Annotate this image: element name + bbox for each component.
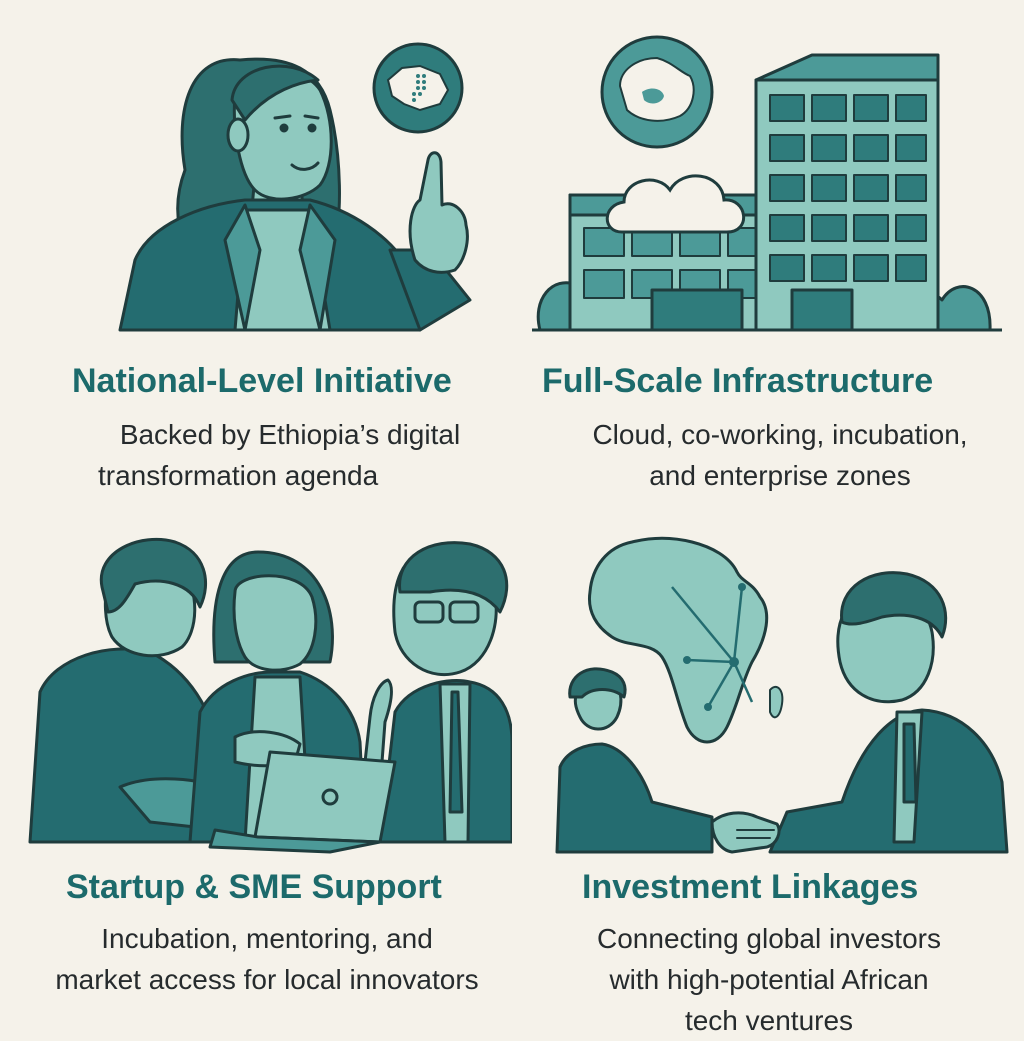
panel-title: Full-Scale Infrastructure: [542, 362, 934, 400]
desc-line: Cloud, co-working, incubation,: [592, 419, 968, 450]
panel-description: Connecting global investors with high-po…: [534, 918, 1004, 1041]
desc-line: transformation agenda: [98, 460, 379, 491]
desc-line: tech ventures: [684, 1005, 854, 1036]
desc-line: market access for local innovators: [55, 964, 479, 995]
team-meeting-icon: [28, 537, 512, 854]
panel-description: Cloud, co-working, incubation, and enter…: [550, 414, 1010, 496]
africa-map-icon: [587, 536, 784, 744]
panel-title: Startup & SME Support: [66, 868, 442, 906]
desc-line: and enterprise zones: [649, 460, 911, 491]
handshake-icon: [555, 536, 1009, 854]
panel-infrastructure: Full-Scale Infrastructure Cloud, co-work…: [512, 0, 1024, 512]
panel-title: Investment Linkages: [582, 868, 919, 906]
panel-description: Incubation, mentoring, and market access…: [22, 918, 512, 1000]
desc-line: Connecting global investors: [597, 923, 941, 954]
office-buildings-icon: [532, 35, 1002, 332]
laptop-icon: [208, 750, 397, 854]
panel-startup-support: Startup & SME Support Incubation, mentor…: [0, 512, 512, 1024]
panel-title: National-Level Initiative: [72, 362, 452, 400]
desc-line: Incubation, mentoring, and: [101, 923, 433, 954]
woman-presenter-icon: [118, 42, 472, 332]
cloud-icon: [605, 174, 745, 234]
desc-line: with high-potential African: [609, 964, 929, 995]
panel-investment-linkages: Investment Linkages Connecting global in…: [512, 512, 1024, 1036]
ethiopia-map-icon: [600, 35, 714, 149]
panel-national-initiative: National-Level Initiative Backed by Ethi…: [0, 0, 512, 512]
ethiopia-map-icon: [372, 42, 464, 134]
desc-line: Backed by Ethiopia’s digital: [119, 419, 461, 450]
panel-description: Backed by Ethiopia’s digital transformat…: [70, 414, 510, 496]
